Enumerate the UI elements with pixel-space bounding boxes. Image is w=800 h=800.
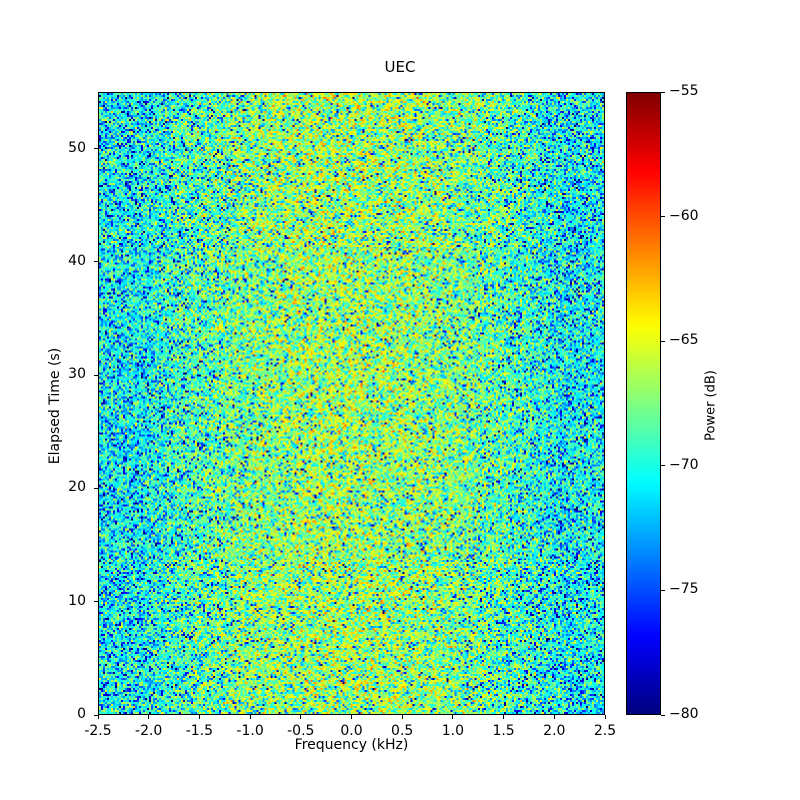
colorbar-tick-mark bbox=[661, 91, 665, 93]
spectrogram-image bbox=[99, 93, 604, 714]
colorbar-label: Power (dB) bbox=[703, 370, 719, 441]
colorbar-tick-label: −55 bbox=[669, 83, 699, 99]
y-tick-mark bbox=[94, 261, 98, 263]
x-tick-label: 1.0 bbox=[441, 723, 465, 739]
x-axis-label: Frequency (kHz) bbox=[294, 737, 409, 753]
title-line-station: UEC bbox=[384, 58, 416, 76]
x-tick-label: -2.5 bbox=[84, 723, 112, 739]
colorbar-tick-mark bbox=[661, 589, 665, 591]
x-tick-label: -1.5 bbox=[185, 723, 214, 739]
y-tick-label: 10 bbox=[68, 592, 86, 609]
x-tick-label: -1.0 bbox=[236, 723, 264, 739]
colorbar-tick-mark bbox=[661, 216, 665, 218]
y-axis-label: Elapsed Time (s) bbox=[47, 347, 63, 465]
x-tick-mark bbox=[553, 715, 555, 719]
y-tick-mark bbox=[94, 601, 98, 603]
x-tick-mark bbox=[249, 715, 251, 719]
y-tick-label: 20 bbox=[68, 479, 86, 496]
x-tick-label: 2.5 bbox=[593, 723, 617, 739]
x-tick-mark bbox=[148, 715, 150, 719]
y-tick-label: 0 bbox=[77, 706, 86, 722]
x-tick-label: 0.0 bbox=[340, 723, 363, 739]
x-tick-label: -2.0 bbox=[135, 723, 163, 739]
y-tick-mark bbox=[94, 487, 98, 489]
colorbar-tick-label: −70 bbox=[669, 456, 699, 473]
colorbar-tick-mark bbox=[661, 340, 665, 342]
y-tick-label: 30 bbox=[68, 366, 86, 383]
x-tick-label: -0.5 bbox=[287, 723, 315, 739]
x-tick-label: 1.5 bbox=[492, 723, 515, 739]
colorbar bbox=[626, 92, 661, 715]
y-tick-mark bbox=[94, 714, 98, 716]
colorbar-tick-mark bbox=[661, 465, 665, 467]
colorbar-tick-label: −80 bbox=[669, 706, 699, 722]
colorbar-tick-label: −60 bbox=[669, 207, 699, 224]
y-tick-label: 50 bbox=[68, 139, 86, 156]
x-tick-mark bbox=[604, 715, 606, 719]
colorbar-gradient bbox=[627, 93, 660, 714]
y-tick-mark bbox=[94, 148, 98, 150]
x-tick-mark bbox=[452, 715, 454, 719]
spectrogram-plot-area bbox=[98, 92, 605, 715]
x-tick-mark bbox=[503, 715, 505, 719]
x-tick-mark bbox=[300, 715, 302, 719]
colorbar-tick-label: −65 bbox=[669, 332, 699, 349]
y-tick-label: 40 bbox=[68, 252, 86, 269]
x-tick-label: 0.5 bbox=[391, 723, 414, 739]
colorbar-tick-mark bbox=[661, 714, 665, 716]
x-tick-mark bbox=[97, 715, 99, 719]
x-tick-label: 2.0 bbox=[543, 723, 566, 739]
colorbar-tick-label: −75 bbox=[669, 581, 699, 598]
x-tick-mark bbox=[351, 715, 352, 719]
y-tick-mark bbox=[94, 374, 98, 376]
x-tick-mark bbox=[198, 715, 200, 719]
x-tick-mark bbox=[401, 715, 403, 719]
